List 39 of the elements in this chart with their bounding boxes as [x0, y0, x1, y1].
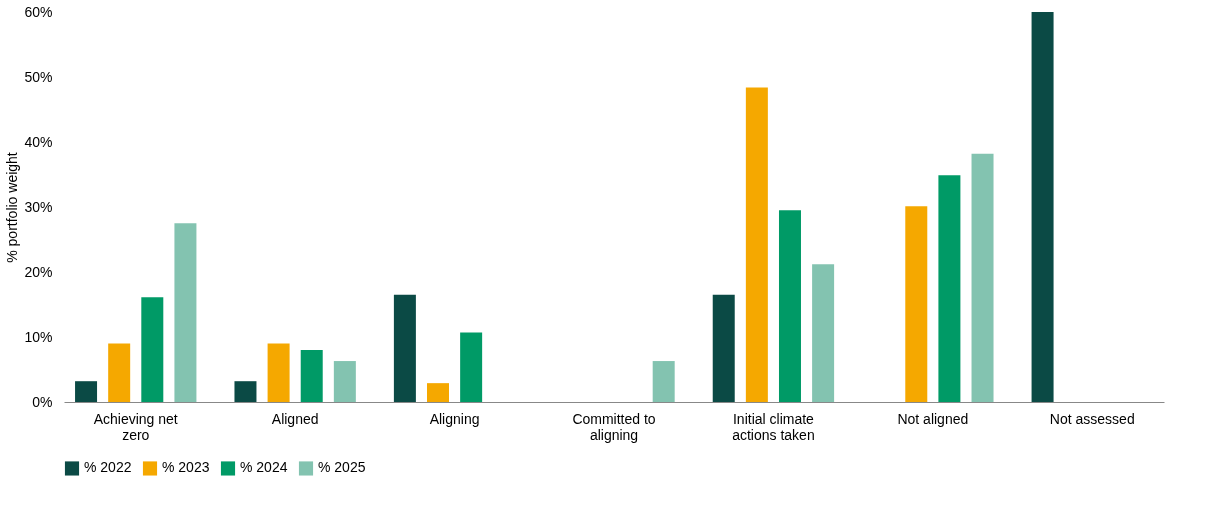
- bar: [108, 343, 131, 402]
- x-tick-label: Committed to aligning: [572, 410, 656, 443]
- x-tick-label: Achieving net zero: [93, 410, 178, 443]
- bar: [174, 223, 197, 402]
- bar: [712, 294, 735, 402]
- bar: [812, 264, 835, 402]
- legend-label: % 2023: [162, 459, 210, 476]
- y-tick-label: 0%: [32, 393, 53, 410]
- y-tick-label: 20%: [24, 263, 53, 280]
- bar: [234, 381, 257, 402]
- y-tick-label: 10%: [24, 328, 53, 345]
- bar: [427, 383, 450, 402]
- bar: [141, 297, 164, 402]
- legend-label: % 2022: [84, 459, 132, 476]
- legend-label: % 2024: [240, 459, 288, 476]
- y-tick-label: 60%: [24, 3, 53, 20]
- bar: [745, 87, 768, 402]
- bar: [267, 343, 290, 402]
- bar: [300, 350, 323, 402]
- bar: [938, 175, 961, 402]
- y-tick-label: 30%: [24, 198, 53, 215]
- legend-label: % 2025: [318, 459, 366, 476]
- bar: [333, 361, 356, 402]
- x-tick-label: Initial climate actions taken: [732, 410, 815, 443]
- bar: [905, 206, 928, 402]
- x-tick-label: Not aligned: [897, 410, 969, 427]
- bar: [460, 332, 483, 402]
- y-axis-title: % portfolio weight: [4, 152, 21, 263]
- bar: [1031, 12, 1054, 402]
- x-tick-label: Aligned: [271, 410, 319, 427]
- x-tick-label: Not assessed: [1049, 410, 1135, 427]
- bar: [75, 381, 98, 402]
- y-tick-label: 40%: [24, 133, 53, 150]
- bar: [652, 361, 675, 402]
- y-tick-label: 50%: [24, 68, 53, 85]
- bar: [778, 210, 801, 402]
- bar: [393, 294, 416, 402]
- bar: [971, 153, 994, 402]
- x-tick-label: Aligning: [429, 410, 480, 427]
